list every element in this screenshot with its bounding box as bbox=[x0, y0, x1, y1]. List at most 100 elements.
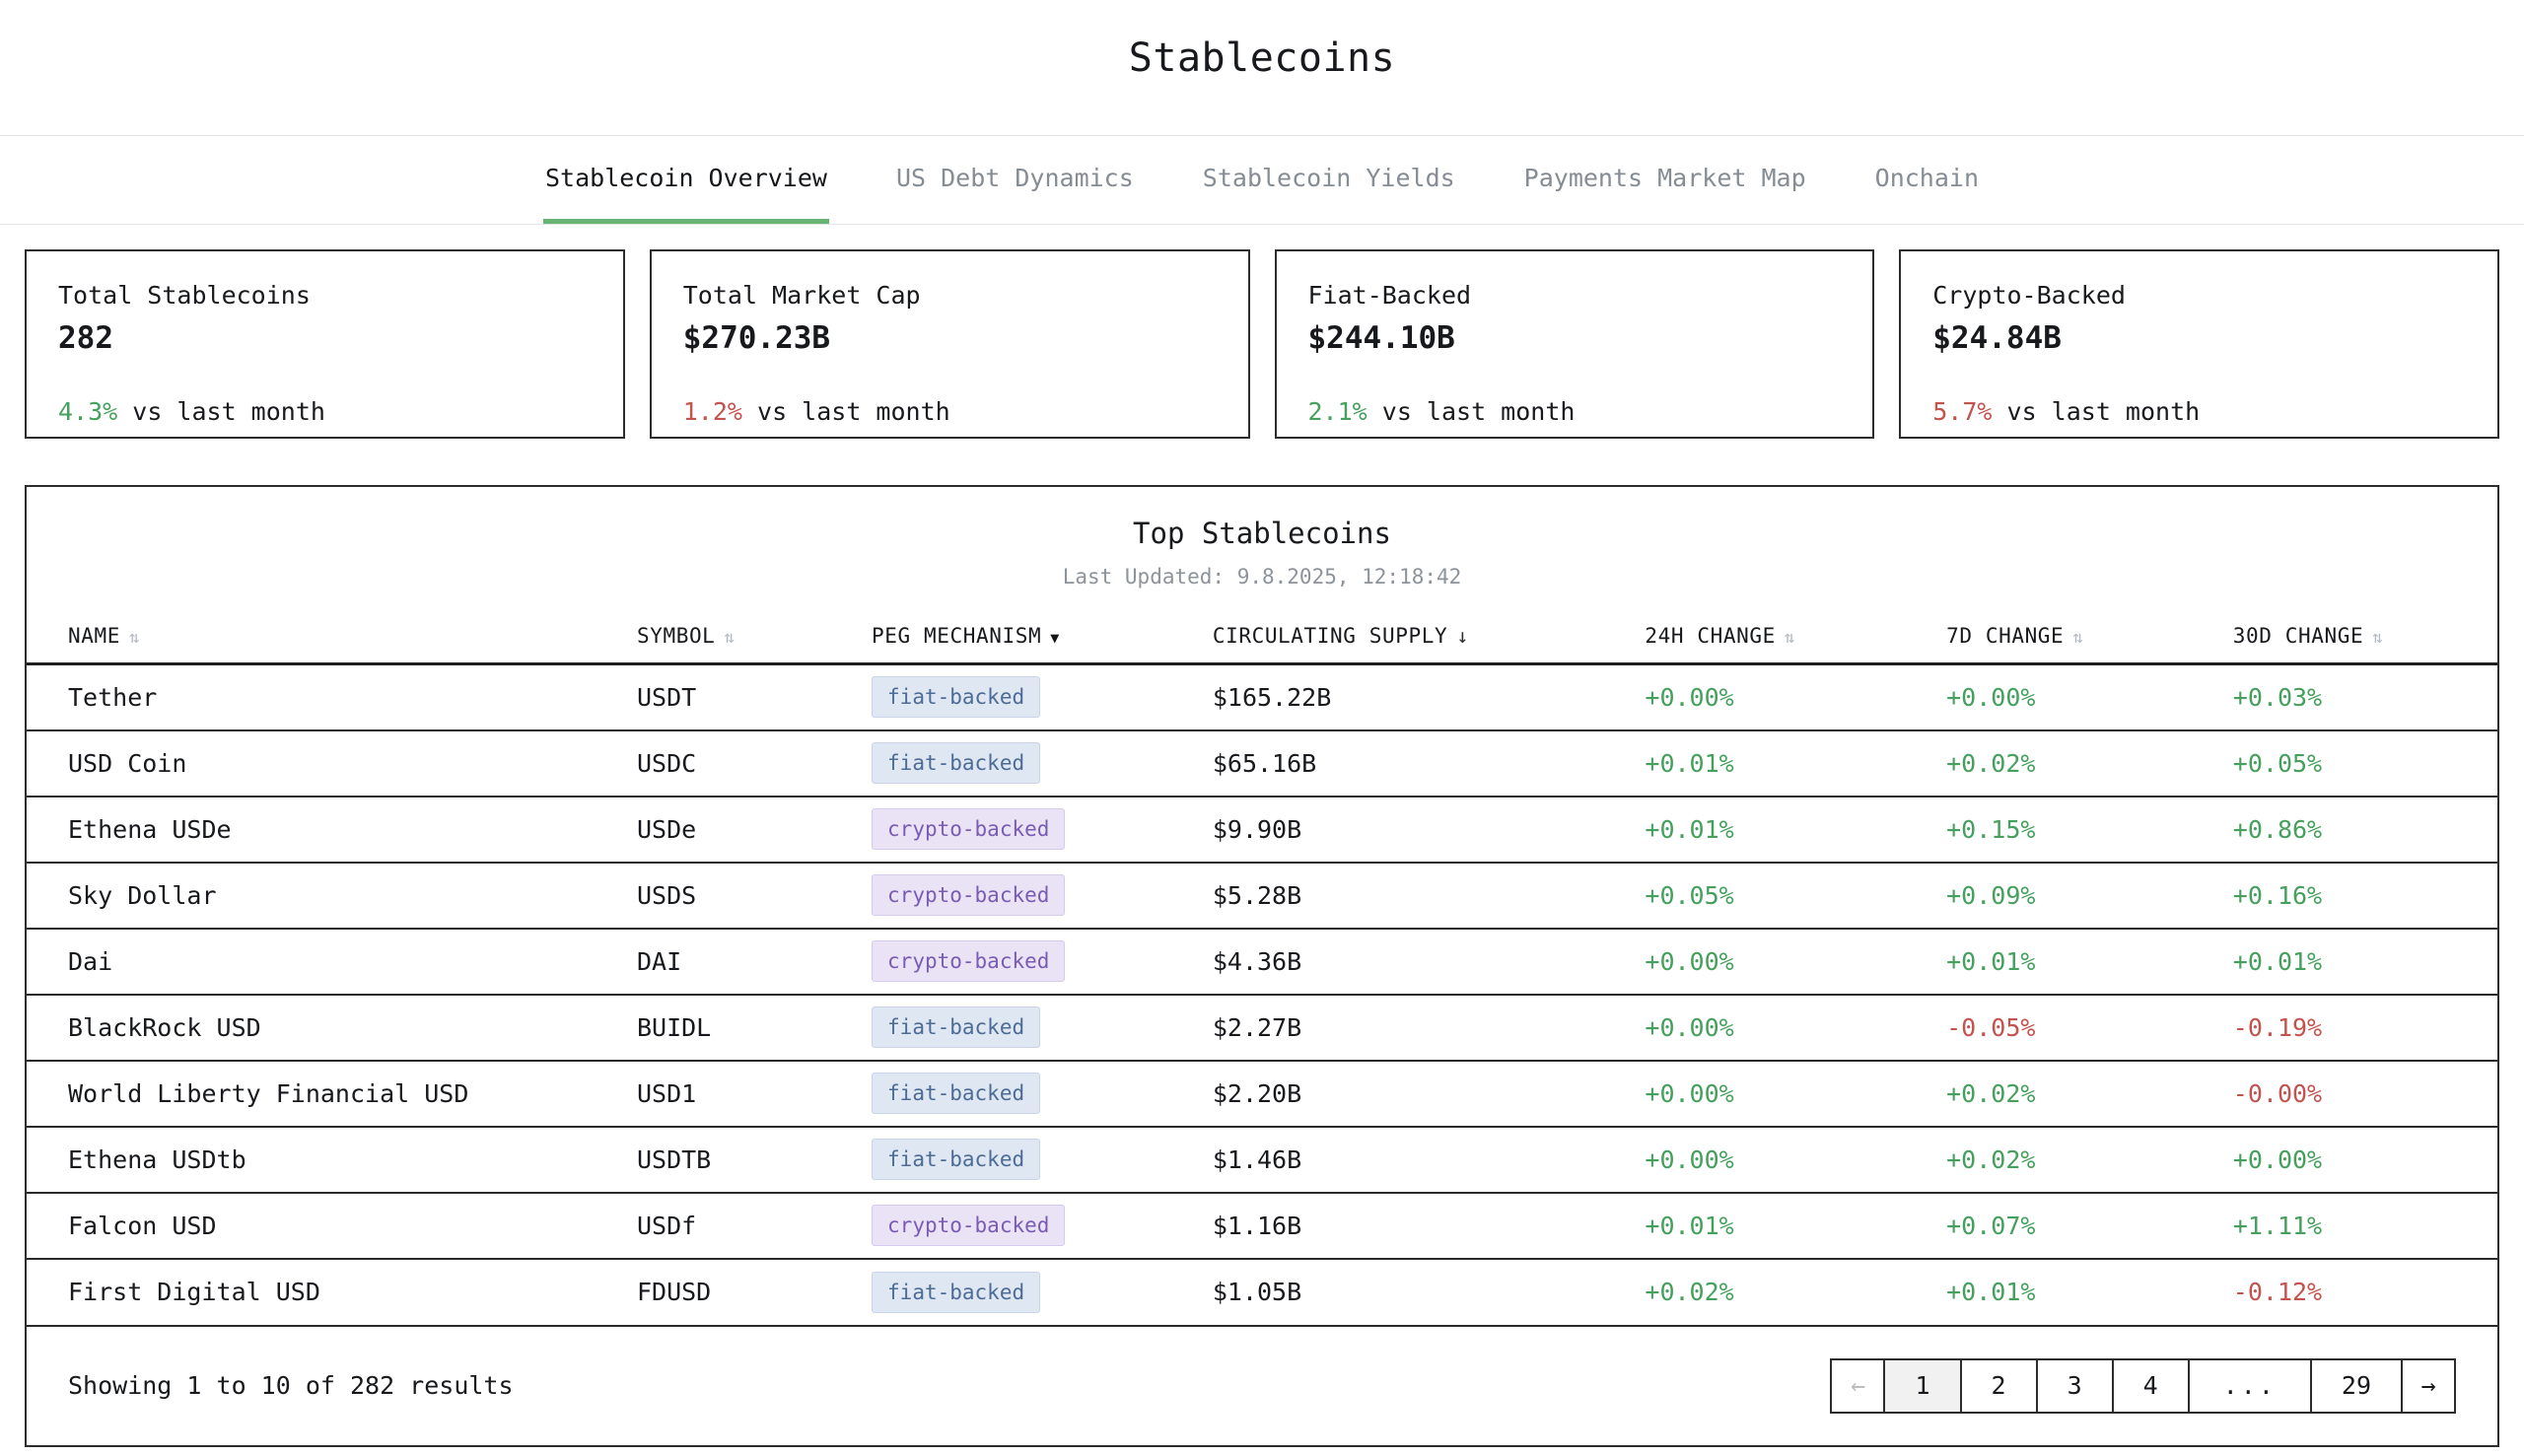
cell-peg-mechanism: fiat-backed bbox=[872, 728, 1213, 797]
cell-circulating-supply: $1.16B bbox=[1212, 1191, 1646, 1259]
sort-toggle-icon[interactable]: ⇅ bbox=[2372, 628, 2384, 648]
pagination-page-3[interactable]: 3 bbox=[2035, 1357, 2114, 1414]
table-title: Top Stablecoins bbox=[1133, 517, 1391, 550]
cell-peg-mechanism: fiat-backed bbox=[872, 1257, 1213, 1325]
stat-card-value: $24.84B bbox=[1932, 320, 2062, 356]
column-header-symbol[interactable]: SYMBOL ⇅ bbox=[636, 608, 873, 665]
cell-symbol: DAI bbox=[636, 927, 873, 995]
cell-24h-change: +0.00% bbox=[1645, 993, 1947, 1061]
column-header-24h-change[interactable]: 24H CHANGE ⇅ bbox=[1645, 608, 1947, 665]
column-header-30d-change[interactable]: 30D CHANGE ⇅ bbox=[2232, 608, 2497, 665]
cell-circulating-supply: $2.27B bbox=[1212, 993, 1646, 1061]
cell-name: Tether bbox=[68, 682, 158, 712]
stat-card-value: $270.23B bbox=[682, 320, 831, 356]
pagination: ← 1 2 3 4... 29 → bbox=[1830, 1357, 2456, 1414]
stat-change-suffix: vs last month bbox=[1367, 397, 1576, 426]
cell-circulating-supply: $1.46B bbox=[1212, 1125, 1646, 1193]
stat-card-value: $244.10B bbox=[1307, 320, 1455, 356]
stat-change-suffix: vs last month bbox=[741, 397, 950, 426]
sort-toggle-icon[interactable]: ⇅ bbox=[128, 628, 140, 648]
stat-change-percent: 4.3% bbox=[58, 397, 118, 426]
table-title-block: Top Stablecoins Last Updated: 9.8.2025, … bbox=[27, 487, 2497, 608]
cell-peg-mechanism: fiat-backed bbox=[872, 1125, 1213, 1193]
pagination-page-29[interactable]: 29 bbox=[2309, 1357, 2403, 1414]
tab-payments-market-map[interactable]: Payments Market Map bbox=[1523, 163, 1806, 192]
tab-bar: Stablecoin Overview US Debt Dynamics Stabl… bbox=[0, 135, 2524, 225]
cell-24h-change: +0.01% bbox=[1645, 795, 1947, 863]
cell-symbol: USDf bbox=[636, 1191, 873, 1259]
tab-stablecoin-yields[interactable]: Stablecoin Yields bbox=[1202, 163, 1455, 192]
cell-symbol: USDe bbox=[636, 795, 873, 863]
tab-us-debt-dynamics[interactable]: US Debt Dynamics bbox=[895, 163, 1134, 192]
sort-toggle-icon[interactable]: ⇅ bbox=[724, 628, 736, 648]
sort-toggle-icon[interactable]: ⇅ bbox=[2072, 628, 2084, 648]
stat-change-suffix: vs last month bbox=[117, 397, 325, 426]
stat-card-total-stablecoins: Total Stablecoins 282 4.3% vs last month bbox=[25, 249, 625, 439]
cell-name: Ethena USDtb bbox=[27, 1125, 637, 1193]
cell-30d-change: +0.05% bbox=[2232, 728, 2497, 797]
tab-stablecoin-overview[interactable]: Stablecoin Overview bbox=[542, 136, 829, 224]
cell-name: First Digital USD bbox=[27, 1257, 637, 1325]
cell-symbol: FDUSD bbox=[636, 1257, 873, 1325]
cell-circulating-supply: $165.22B bbox=[1212, 682, 1332, 712]
stat-card-change: 1.2% vs last month bbox=[683, 397, 1217, 426]
column-header-label: PEG MECHANISM bbox=[872, 624, 1042, 648]
peg-mechanism-badge: fiat-backed bbox=[872, 1139, 1041, 1180]
peg-mechanism-badge: fiat-backed bbox=[872, 1271, 1041, 1313]
cell-name: BlackRock USD bbox=[27, 993, 637, 1061]
last-updated-label: Last Updated: 9.8.2025, 12:18:42 bbox=[1062, 565, 1462, 589]
cell-peg-mechanism: crypto-backed bbox=[872, 795, 1213, 863]
tab-onchain[interactable]: Onchain bbox=[1874, 163, 1980, 192]
column-header-peg-mechanism[interactable]: PEG MECHANISM ▼ bbox=[872, 608, 1213, 665]
pagination-ellipsis[interactable]: ... bbox=[2187, 1357, 2312, 1414]
column-header-circulating-supply[interactable]: CIRCULATING SUPPLY ↓ bbox=[1212, 608, 1646, 665]
cell-7d-change: +0.15% bbox=[1946, 795, 2233, 863]
cell-30d-change: -0.00% bbox=[2232, 1059, 2497, 1127]
column-header-label: 24H CHANGE bbox=[1645, 624, 1776, 648]
cell-24h-change: +0.01% bbox=[1645, 1191, 1947, 1259]
stat-card-label: Total Market Cap bbox=[682, 281, 921, 310]
stat-card-change: 4.3% vs last month bbox=[58, 397, 592, 426]
pagination-page-1[interactable]: 1 bbox=[1883, 1357, 1962, 1414]
stat-card-label: Total Stablecoins bbox=[58, 281, 311, 310]
stat-change-suffix: vs last month bbox=[1992, 397, 2201, 426]
stat-change-percent: 5.7% bbox=[1932, 397, 1993, 426]
table-row-usd1: World Liberty Financial USD USD1 fiat-back… bbox=[27, 1059, 2497, 1127]
cell-name: Dai bbox=[27, 927, 637, 995]
cell-24h-change: +0.02% bbox=[1645, 1257, 1947, 1325]
table-row-usdtb: Ethena USDtb USDTB fiat-backed $1.46B +0.00%… bbox=[27, 1125, 2497, 1193]
peg-mechanism-badge: fiat-backed bbox=[872, 1006, 1041, 1048]
cell-peg-mechanism: crypto-backed bbox=[872, 927, 1213, 995]
column-header-label: NAME bbox=[68, 624, 120, 648]
cell-7d-change: +0.09% bbox=[1946, 861, 2233, 929]
stat-change-percent: 1.2% bbox=[682, 397, 742, 426]
pagination-prev-button[interactable]: ← bbox=[1830, 1357, 1886, 1414]
page-title: Stablecoins bbox=[1128, 35, 1396, 81]
stat-card-value: 282 bbox=[58, 320, 113, 356]
column-header-label: 30D CHANGE bbox=[2232, 624, 2364, 648]
stablecoins-table: NAME ⇅ SYMBOL ⇅ PEG MECHANISM ▼ CIRCULATING SU… bbox=[27, 608, 2497, 1325]
sort-descending-icon[interactable]: ↓ bbox=[1456, 624, 1469, 648]
filter-dropdown-icon[interactable]: ▼ bbox=[1050, 629, 1060, 647]
table-row-usdt: Tether USDT fiat-backed $165.22B +0.00% +0.00… bbox=[27, 664, 2497, 730]
column-header-7d-change[interactable]: 7D CHANGE ⇅ bbox=[1946, 608, 2233, 665]
column-header-label: SYMBOL bbox=[636, 624, 716, 648]
peg-mechanism-badge: crypto-backed bbox=[872, 808, 1066, 850]
pagination-next-button[interactable]: → bbox=[2401, 1357, 2456, 1414]
pagination-page-2[interactable]: 2 bbox=[1959, 1357, 2038, 1414]
sort-toggle-icon[interactable]: ⇅ bbox=[1784, 628, 1795, 648]
cell-24h-change: +0.00% bbox=[1645, 682, 1734, 712]
stat-cards: Total Stablecoins 282 4.3% vs last month To… bbox=[25, 249, 2499, 439]
table-row-usds: Sky Dollar USDS crypto-backed $5.28B +0.05% +… bbox=[27, 861, 2497, 929]
cell-circulating-supply: $2.20B bbox=[1212, 1059, 1646, 1127]
stat-change-percent: 2.1% bbox=[1307, 397, 1367, 426]
cell-7d-change: +0.00% bbox=[1946, 682, 2036, 712]
cell-symbol: USDTB bbox=[636, 1125, 873, 1193]
cell-symbol: USDS bbox=[636, 861, 873, 929]
column-header-name[interactable]: NAME ⇅ bbox=[27, 608, 637, 665]
pagination-page-4[interactable]: 4 bbox=[2111, 1357, 2190, 1414]
peg-mechanism-badge: crypto-backed bbox=[872, 874, 1066, 916]
cell-circulating-supply: $4.36B bbox=[1212, 927, 1646, 995]
stat-card-fiat-backed: Fiat-Backed $244.10B 2.1% vs last month bbox=[1274, 249, 1875, 439]
table-row-usde: Ethena USDe USDe crypto-backed $9.90B +0.01%… bbox=[27, 795, 2497, 863]
